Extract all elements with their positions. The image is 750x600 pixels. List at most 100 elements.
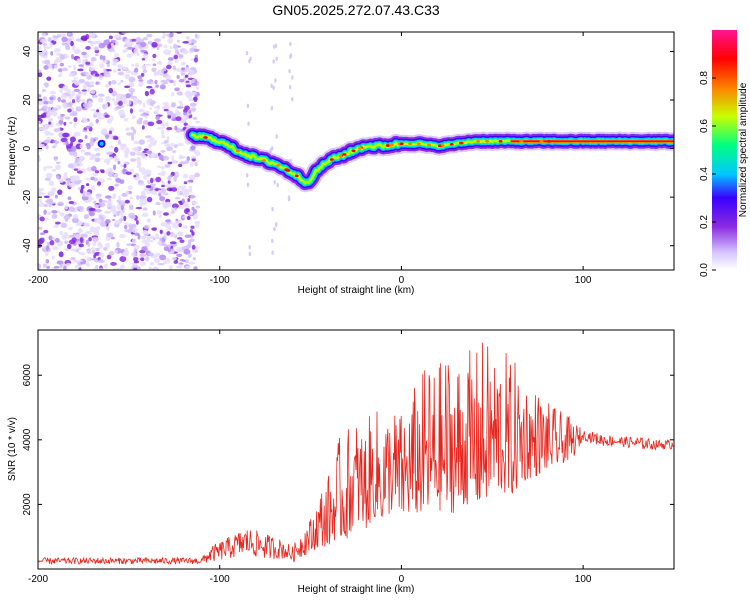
noise-speckle <box>142 53 148 60</box>
noise-speckle <box>89 153 97 160</box>
noise-speckle <box>185 259 189 264</box>
noise-speckle <box>129 151 136 156</box>
noise-speckle <box>59 230 64 235</box>
noise-speckle <box>95 118 99 124</box>
noise-speckle <box>190 82 198 86</box>
noise-speckle <box>107 204 113 208</box>
noise-speckle <box>194 172 200 178</box>
noise-speckle <box>160 170 166 177</box>
noise-speckle <box>61 36 68 43</box>
noise-speckle <box>120 146 125 151</box>
noise-speckle <box>98 202 106 208</box>
noise-speckle <box>187 253 192 258</box>
noise-speckle <box>88 237 92 242</box>
bottom-x-tick-label: 100 <box>575 574 592 585</box>
noise-speckle <box>106 63 110 68</box>
noise-speckle <box>67 196 72 201</box>
noise-speckle <box>73 168 79 171</box>
noise-speckle <box>182 112 188 116</box>
noise-speckle <box>157 69 161 76</box>
noise-speckle <box>150 152 157 159</box>
noise-speckle <box>144 90 150 97</box>
noise-speckle <box>116 64 124 68</box>
noise-speckle <box>116 204 122 211</box>
noise-speckle <box>133 67 139 73</box>
noise-speckle <box>124 222 129 225</box>
noise-speckle <box>153 106 160 109</box>
noise-speckle <box>73 151 78 158</box>
noise-speckle <box>140 49 148 53</box>
noise-speckle <box>173 43 178 49</box>
noise-speckle <box>43 166 47 171</box>
noise-speckle <box>48 118 54 122</box>
noise-speckle <box>247 121 250 126</box>
noise-speckle <box>129 108 134 114</box>
noise-speckle <box>146 218 151 223</box>
noise-speckle <box>59 88 63 94</box>
noise-speckle <box>167 175 172 181</box>
noise-speckle <box>275 56 278 62</box>
noise-speckle <box>64 116 71 120</box>
ridge-hotspot <box>408 142 413 146</box>
noise-speckle <box>114 106 122 110</box>
noise-speckle <box>92 241 97 247</box>
noise-speckle <box>60 222 68 228</box>
noise-speckle <box>141 64 147 70</box>
noise-speckle <box>56 104 62 110</box>
noise-speckle <box>158 154 164 161</box>
noise-speckle <box>184 105 190 111</box>
noise-speckle <box>116 241 120 248</box>
colorbar-gradient <box>712 30 737 270</box>
noise-speckle <box>146 33 153 38</box>
noise-speckle <box>71 90 75 97</box>
noise-speckle <box>71 53 75 60</box>
noise-speckle <box>151 41 158 48</box>
noise-speckle <box>121 252 129 257</box>
noise-speckle <box>291 75 294 80</box>
noise-speckle <box>89 67 95 71</box>
noise-speckle <box>80 184 85 190</box>
noise-speckle <box>124 199 130 204</box>
noise-speckle <box>189 102 197 107</box>
noise-speckle <box>136 151 142 156</box>
noise-speckle <box>38 100 44 106</box>
noise-speckle <box>39 216 45 222</box>
noise-speckle <box>163 139 169 144</box>
noise-speckle <box>110 236 115 240</box>
noise-speckle <box>107 171 115 177</box>
noise-speckle <box>94 53 99 57</box>
noise-speckle <box>172 65 177 71</box>
noise-speckle <box>156 126 164 130</box>
noise-speckle <box>137 75 143 80</box>
bottom-y-axis: 2000 4000 6000 <box>22 364 674 516</box>
noise-speckle <box>164 201 172 207</box>
noise-speckle <box>58 119 64 125</box>
noise-speckle <box>59 54 66 60</box>
noise-speckle <box>158 189 162 193</box>
noise-speckle <box>95 247 100 252</box>
ridge-hotspot <box>485 139 490 143</box>
noise-speckle <box>164 219 171 223</box>
noise-speckle <box>108 251 115 256</box>
noise-speckle <box>60 116 64 121</box>
ridge-hotspot <box>547 139 552 143</box>
noise-speckle <box>132 97 139 103</box>
noise-speckle <box>85 72 91 77</box>
noise-speckle <box>125 93 131 99</box>
noise-speckle <box>160 166 165 170</box>
noise-speckle <box>57 96 61 102</box>
noise-speckle <box>178 264 183 269</box>
noise-speckle <box>147 121 155 127</box>
noise-speckle <box>181 198 186 204</box>
noise-speckle <box>45 245 50 251</box>
noise-speckle <box>98 252 105 258</box>
noise-speckle <box>187 242 192 248</box>
ridge-hotspot <box>519 139 524 143</box>
noise-speckle <box>90 176 95 181</box>
colorbar-label: Normalized spectral amplitude <box>738 82 749 217</box>
noise-speckle <box>187 179 194 183</box>
noise-speckle <box>184 66 190 73</box>
noise-speckle <box>145 185 152 189</box>
noise-speckle <box>174 109 180 115</box>
noise-speckle <box>74 264 81 269</box>
